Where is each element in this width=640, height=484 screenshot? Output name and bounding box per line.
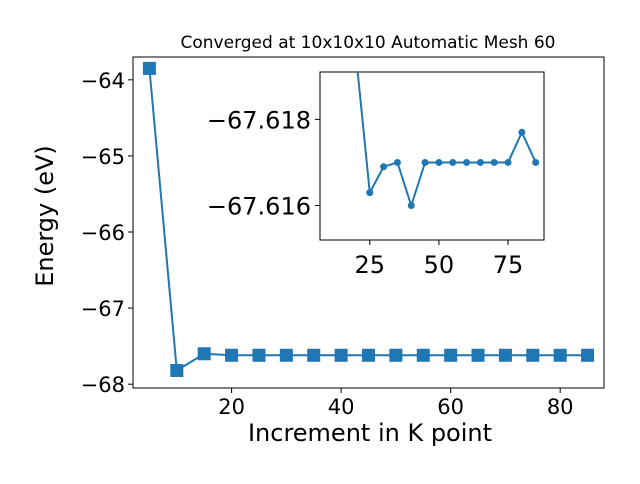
inset-y-tick-label: −67.618 xyxy=(207,106,311,134)
main-series-markers xyxy=(142,61,595,377)
y-tick-label: −66 xyxy=(81,221,125,245)
inset-data-point xyxy=(421,158,429,166)
inset-data-point xyxy=(504,158,512,166)
inset-data-point xyxy=(463,158,471,166)
main-plot-frame xyxy=(132,56,605,389)
x-axis-label: Increment in K point xyxy=(248,419,492,447)
main-x-ticks: 20 40 60 80 xyxy=(218,388,574,419)
inset-data-point xyxy=(532,158,540,166)
inset-x-tick-label: 25 xyxy=(355,251,386,279)
inset-data-point xyxy=(366,189,374,197)
inset-x-ticks: 25 50 75 xyxy=(355,240,524,279)
inset-data-point xyxy=(449,158,457,166)
inset-y-tick-label: −67.616 xyxy=(207,193,311,221)
inset-data-point xyxy=(407,202,415,210)
inset-data-point xyxy=(393,158,401,166)
main-data-point xyxy=(252,348,266,362)
inset-plot-frame xyxy=(319,71,545,241)
y-axis-label: Energy (eV) xyxy=(31,145,59,287)
main-data-point xyxy=(334,348,348,362)
inset-data-point xyxy=(490,158,498,166)
inset-data-point xyxy=(476,158,484,166)
main-data-point xyxy=(362,348,375,362)
main-data-point xyxy=(498,348,512,362)
y-tick-label: −64 xyxy=(81,69,125,93)
inset-x-tick-label: 75 xyxy=(493,251,524,279)
main-data-point xyxy=(553,348,567,362)
inset-x-tick-label: 50 xyxy=(424,251,455,279)
main-data-point xyxy=(526,348,540,362)
main-y-ticks: −68 −67 −66 −65 −64 xyxy=(81,69,133,397)
main-data-point xyxy=(444,348,458,362)
inset-y-ticks: −67.618 −67.616 xyxy=(207,106,320,221)
x-tick-label: 40 xyxy=(328,395,355,419)
main-data-point xyxy=(225,348,239,362)
main-data-point xyxy=(471,348,485,362)
main-data-point xyxy=(142,61,156,75)
inset-data-point xyxy=(518,128,526,136)
main-data-point xyxy=(416,348,430,362)
main-data-point xyxy=(389,348,403,362)
x-tick-label: 80 xyxy=(547,395,574,419)
main-data-point xyxy=(279,348,293,362)
chart-title: Converged at 10x10x10 Automatic Mesh 60 xyxy=(181,33,556,53)
y-tick-label: −68 xyxy=(81,373,125,397)
main-data-point xyxy=(170,363,184,377)
main-data-point xyxy=(197,347,211,361)
inset-data-point xyxy=(435,158,443,166)
y-tick-label: −65 xyxy=(81,145,125,169)
main-data-point xyxy=(581,348,595,362)
x-tick-label: 20 xyxy=(218,395,245,419)
inset-series-markers xyxy=(366,128,540,210)
main-data-point xyxy=(307,348,321,362)
inset-data-point xyxy=(380,163,388,171)
y-tick-label: −67 xyxy=(81,297,125,321)
x-tick-label: 60 xyxy=(437,395,464,419)
